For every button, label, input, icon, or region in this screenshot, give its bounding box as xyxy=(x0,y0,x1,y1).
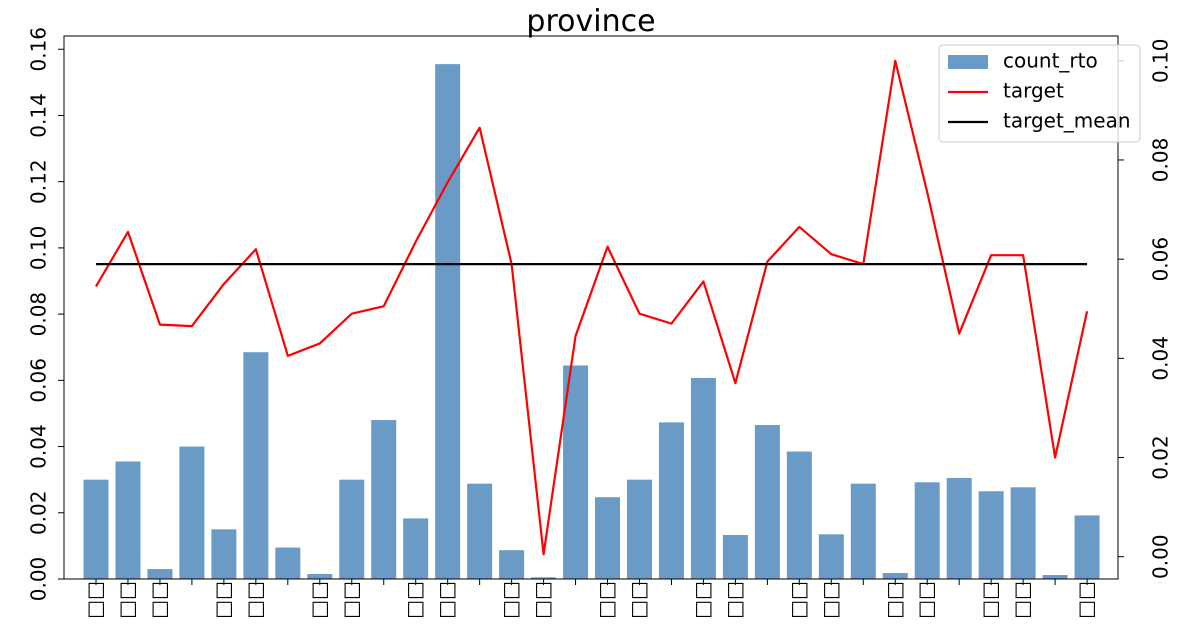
bar-count_rto-9 xyxy=(371,420,397,579)
bar-count_rto-23 xyxy=(818,534,844,579)
bar-count_rto-14 xyxy=(531,577,557,579)
bar-count_rto-20 xyxy=(722,534,748,579)
bar-count_rto-26 xyxy=(914,482,940,579)
x-tick-label-14: □□ xyxy=(530,581,554,619)
bar-count_rto-3 xyxy=(179,446,205,579)
x-tick-label-26: □□ xyxy=(914,581,938,619)
x-tick-label-29: □□ xyxy=(1010,581,1034,619)
left-tick-label-6: 0.12 xyxy=(27,159,51,204)
x-tick-label-31: □□ xyxy=(1074,581,1098,619)
bar-count_rto-21 xyxy=(754,425,780,579)
right-tick-label-2: 0.04 xyxy=(1149,336,1173,381)
left-tick-label-1: 0.02 xyxy=(27,491,51,536)
x-tick-label-8: □□ xyxy=(338,581,362,619)
left-tick-label-0: 0.00 xyxy=(27,557,51,602)
bar-count_rto-30 xyxy=(1042,575,1068,579)
bar-count_rto-17 xyxy=(626,479,652,579)
bar-count_rto-5 xyxy=(243,352,269,579)
right-tick-label-1: 0.02 xyxy=(1149,435,1173,480)
bar-count_rto-12 xyxy=(467,483,493,579)
bar-count_rto-4 xyxy=(211,529,237,579)
left-tick-label-8: 0.16 xyxy=(27,27,51,72)
bar-count_rto-18 xyxy=(658,422,684,579)
x-tick-label-20: □□ xyxy=(722,581,746,619)
left-tick-label-3: 0.06 xyxy=(27,358,51,403)
bar-count_rto-28 xyxy=(978,491,1004,579)
bar-count_rto-2 xyxy=(147,569,173,579)
bar-count_rto-15 xyxy=(563,365,589,579)
right-tick-label-3: 0.06 xyxy=(1149,237,1173,282)
left-tick-label-2: 0.04 xyxy=(27,424,51,469)
bar-count_rto-27 xyxy=(946,478,972,579)
left-axis: 0.00 0.02 0.04 0.06 0.08 0.10 0.12 0.14 0.16 xyxy=(27,27,64,602)
bar-count_rto-25 xyxy=(882,573,908,579)
chart-title: province xyxy=(526,4,655,39)
left-tick-label-7: 0.14 xyxy=(27,93,51,138)
legend-label-target: target xyxy=(1003,79,1064,103)
line-target xyxy=(95,59,1089,556)
bar-count_rto-13 xyxy=(499,550,525,579)
bar-count_rto-8 xyxy=(339,479,365,579)
bar-count_rto-16 xyxy=(595,497,621,579)
bar-count_rto-0 xyxy=(83,479,109,579)
right-tick-label-0: 0.00 xyxy=(1149,534,1173,579)
legend-label-target_mean: target_mean xyxy=(1003,109,1131,133)
x-tick-label-16: □□ xyxy=(594,581,618,619)
x-tick-label-28: □□ xyxy=(978,581,1002,619)
x-tick-label-25: □□ xyxy=(882,581,906,619)
x-tick-label-0: □□ xyxy=(83,581,107,619)
right-axis: 0.00 0.02 0.04 0.06 0.08 0.10 xyxy=(1118,39,1173,579)
bar-group xyxy=(83,64,1100,579)
bar-count_rto-19 xyxy=(690,378,716,579)
x-tick-label-10: □□ xyxy=(402,581,426,619)
bar-count_rto-1 xyxy=(115,461,141,579)
x-axis: □□ □□ □□ □□ □□ □□ □□ □□ □□ □□ □□ □□ □□ □□ □□ □□ □□ □□ □□ □□… xyxy=(83,579,1098,619)
right-tick-label-5: 0.10 xyxy=(1149,39,1173,84)
x-tick-label-1: □□ xyxy=(114,581,138,619)
bar-count_rto-24 xyxy=(850,483,876,579)
bar-count_rto-31 xyxy=(1074,515,1100,579)
legend-label-count_rto: count_rto xyxy=(1003,49,1098,73)
x-tick-label-22: □□ xyxy=(786,581,810,619)
bar-count_rto-29 xyxy=(1010,487,1036,579)
right-tick-label-4: 0.08 xyxy=(1149,138,1173,183)
x-tick-label-11: □□ xyxy=(434,581,458,619)
plot-frame xyxy=(63,35,1119,580)
bar-count_rto-6 xyxy=(275,547,301,579)
x-tick-label-7: □□ xyxy=(306,581,330,619)
line-group xyxy=(95,59,1089,556)
x-tick-label-4: □□ xyxy=(210,581,234,619)
bar-count_rto-22 xyxy=(786,451,812,579)
bar-count_rto-10 xyxy=(403,518,429,579)
x-tick-label-13: □□ xyxy=(498,581,522,619)
legend-box xyxy=(938,44,1141,143)
legend-swatch-count_rto xyxy=(948,55,988,69)
bar-count_rto-7 xyxy=(307,574,333,579)
left-tick-label-4: 0.08 xyxy=(27,292,51,337)
x-tick-label-2: □□ xyxy=(146,581,170,619)
x-tick-label-5: □□ xyxy=(242,581,266,619)
left-tick-label-5: 0.10 xyxy=(27,226,51,271)
x-tick-label-19: □□ xyxy=(690,581,714,619)
x-tick-label-17: □□ xyxy=(626,581,650,619)
bar-count_rto-11 xyxy=(435,64,461,579)
x-tick-label-23: □□ xyxy=(818,581,842,619)
